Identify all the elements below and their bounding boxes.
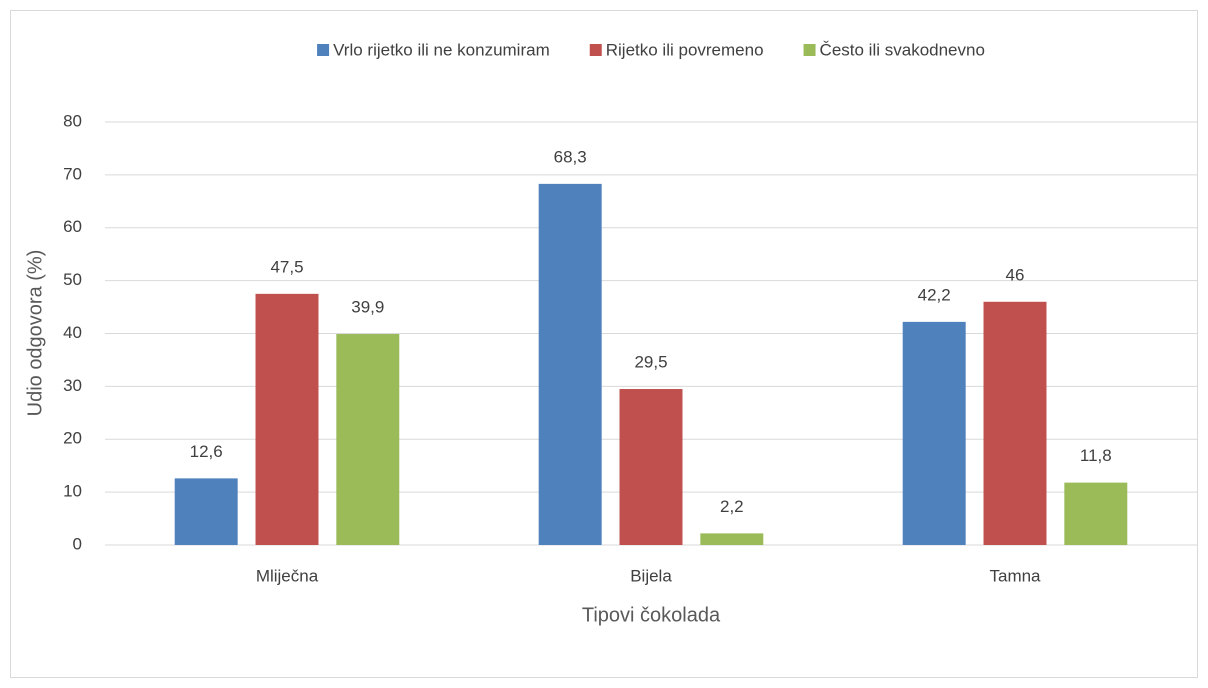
bar [619,389,683,545]
y-tick-label: 40 [63,323,82,342]
legend-label: Vrlo rijetko ili ne konzumiram [333,40,550,59]
data-label: 11,8 [1080,446,1112,465]
x-tick-label: Tamna [989,566,1041,585]
bar [255,293,319,545]
bar [700,533,764,545]
data-label: 47,5 [270,257,303,276]
bar [174,478,238,545]
y-tick-label: 20 [63,429,82,448]
data-label: 46 [1006,265,1025,284]
y-tick-label: 0 [73,534,82,553]
bar [983,301,1047,545]
y-tick-label: 80 [63,111,82,130]
legend-label: Često ili svakodnevno [820,40,985,59]
data-label: 68,3 [554,147,587,166]
data-label: 39,9 [351,298,384,317]
legend-swatch [317,44,330,56]
legend-swatch [589,44,602,56]
bar [902,321,966,545]
y-tick-label: 70 [63,164,82,183]
bar [538,183,602,545]
bar [1064,482,1128,545]
legend-label: Rijetko ili povremeno [606,40,764,59]
y-tick-label: 10 [63,482,82,501]
legend-swatch [803,44,816,56]
legend: Vrlo rijetko ili ne konzumiram Rijetko il… [317,40,985,59]
x-tick-label: Bijela [630,566,672,585]
x-axis-title: Tipovi čokolada [582,604,721,626]
data-label: 2,2 [720,497,744,516]
bar [336,334,400,545]
data-label: 29,5 [634,353,667,372]
data-label: 42,2 [918,285,951,304]
y-tick-label: 30 [63,376,82,395]
y-tick-label: 60 [63,217,82,236]
y-tick-label: 50 [63,270,82,289]
y-axis-title: Udio odgovora (%) [24,250,46,417]
data-label: 12,6 [190,442,223,461]
x-tick-label: Mliječna [256,566,319,585]
